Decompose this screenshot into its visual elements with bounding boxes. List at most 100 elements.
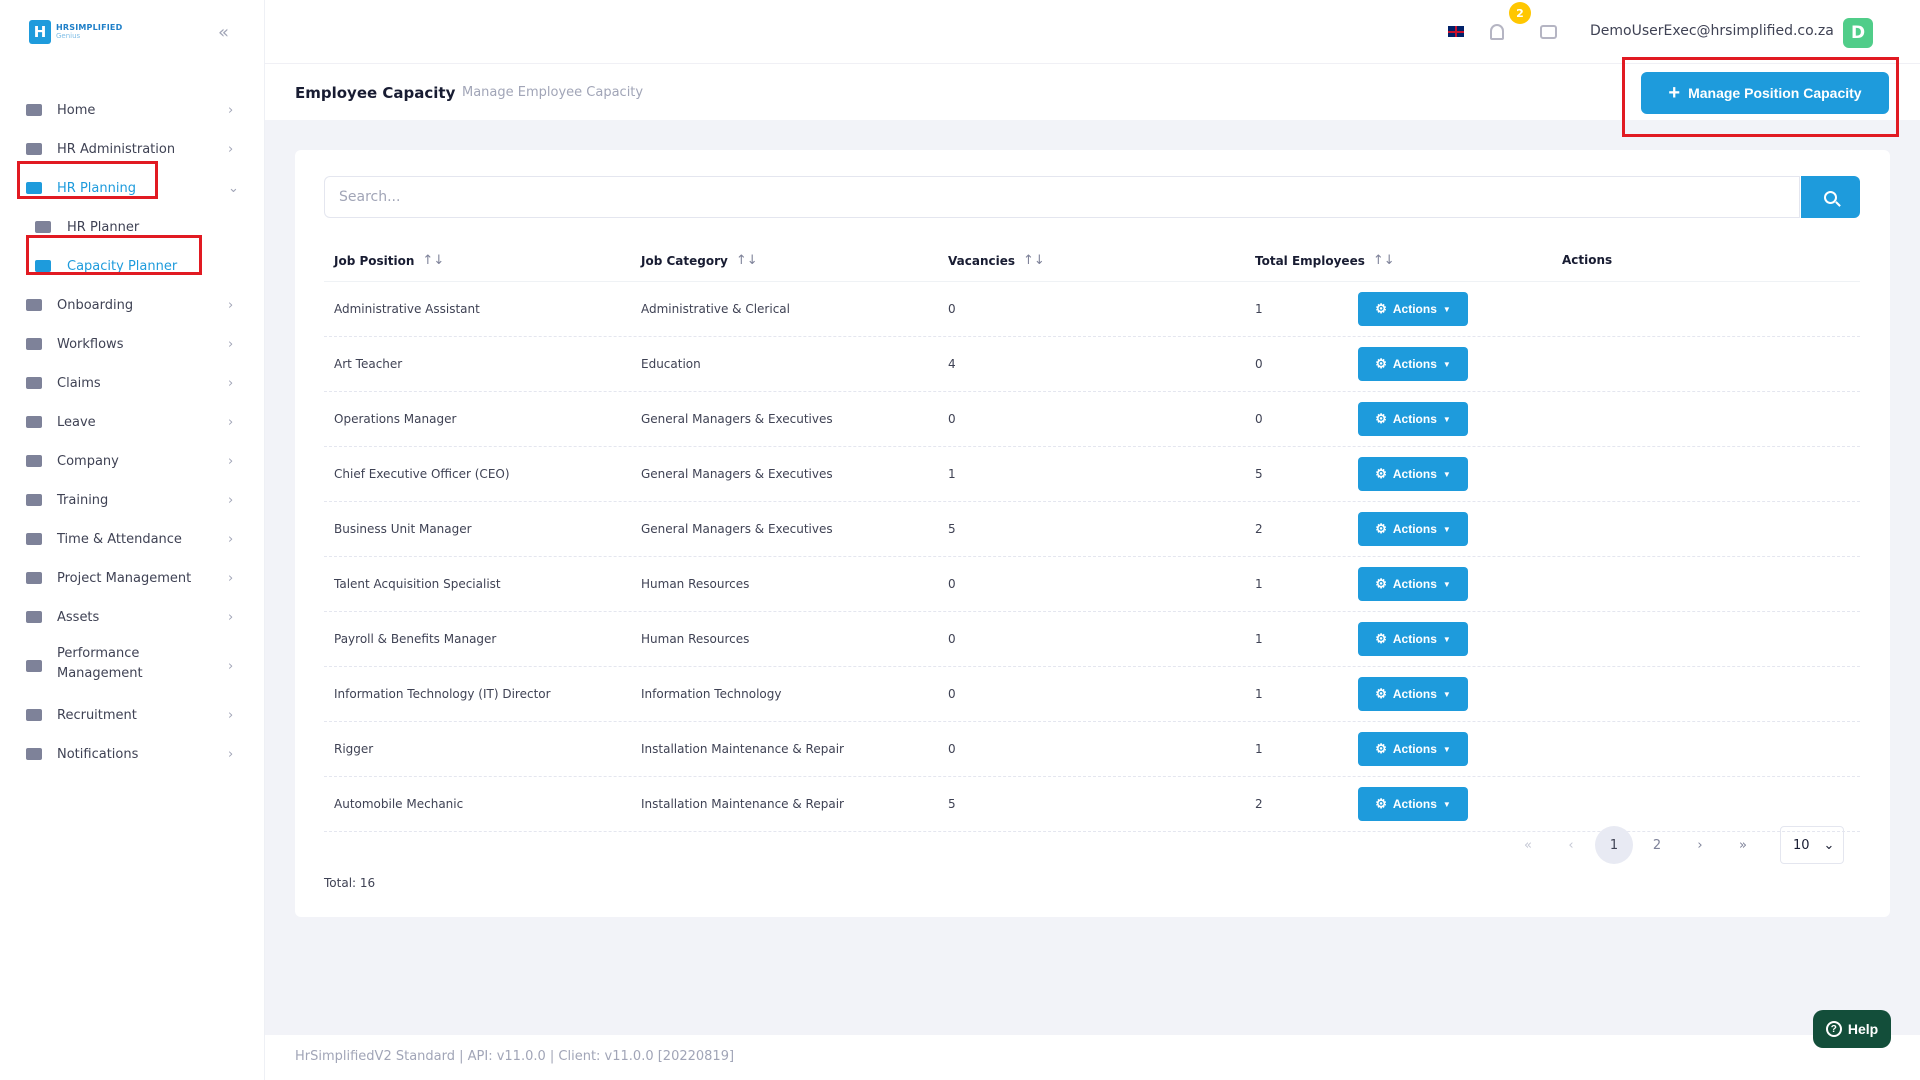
sidebar-item-label: HR Planning (57, 180, 136, 196)
page-title: Employee Capacity (295, 84, 456, 102)
collapse-sidebar-icon[interactable]: « (218, 22, 230, 43)
plane-icon (25, 414, 43, 430)
sidebar-item-workflows[interactable]: Workflows › (0, 334, 265, 354)
sidebar-item-hr-planning[interactable]: HR Planning ⌄ (0, 178, 265, 198)
help-button[interactable]: ? Help (1813, 1010, 1891, 1048)
sidebar-item-label: HR Administration (57, 141, 176, 157)
total-employees-cell: 1 (1255, 632, 1263, 646)
last-page-icon: » (1739, 837, 1747, 853)
table-row: Talent Acquisition Specialist Human Resou… (324, 557, 1860, 612)
page-size-select[interactable]: 10 ⌄ (1780, 826, 1844, 864)
actions-button[interactable]: ⚙ Actions ▼ (1358, 402, 1468, 436)
sidebar-item-assets[interactable]: Assets › (0, 607, 265, 627)
highlight-manage-button (1622, 57, 1899, 137)
sidebar-item-label-line2: Management (57, 666, 143, 681)
sidebar-item-leave[interactable]: Leave › (0, 412, 265, 432)
column-job-position[interactable]: Job Position ↑↓ (334, 253, 444, 268)
table-row: Automobile Mechanic Installation Maintena… (324, 777, 1860, 832)
sidebar-item-label: Company (57, 453, 119, 469)
job-category-cell: General Managers & Executives (641, 522, 833, 536)
sort-icon: ↑↓ (1372, 253, 1395, 268)
chevron-right-icon: › (228, 570, 234, 586)
search-button[interactable] (1801, 176, 1860, 218)
actions-label: Actions (1392, 577, 1437, 591)
table-row: Information Technology (IT) Director Info… (324, 667, 1860, 722)
manage-position-capacity-button[interactable]: + Manage Position Capacity (1641, 72, 1889, 114)
sidebar-item-label: Time & Attendance (57, 531, 182, 547)
actions-button[interactable]: ⚙ Actions ▼ (1358, 732, 1468, 766)
job-category-cell: General Managers & Executives (641, 412, 833, 426)
table-row: Rigger Installation Maintenance & Repair 0… (324, 722, 1860, 777)
actions-button[interactable]: ⚙ Actions ▼ (1358, 457, 1468, 491)
sidebar-item-onboarding[interactable]: Onboarding › (0, 295, 265, 315)
chevron-right-icon: › (228, 375, 234, 391)
logo-sub: Genius (56, 31, 81, 40)
actions-label: Actions (1392, 797, 1437, 811)
planning-icon (25, 180, 43, 196)
clock-icon (25, 531, 43, 547)
actions-button[interactable]: ⚙ Actions ▼ (1358, 567, 1468, 601)
caret-down-icon: ▼ (1442, 414, 1451, 424)
sidebar-item-home[interactable]: Home › (0, 100, 265, 120)
chevron-right-icon: › (228, 336, 234, 352)
job-category-cell: Human Resources (641, 632, 750, 646)
sidebar-item-label: Onboarding (57, 297, 134, 313)
users-icon (25, 141, 43, 157)
sidebar-item-training[interactable]: Training › (0, 490, 265, 510)
footer (265, 1035, 1920, 1080)
sidebar-item-performance[interactable]: Performance Management › (0, 646, 265, 686)
job-category-cell: Installation Maintenance & Repair (641, 742, 844, 756)
avatar[interactable]: D (1843, 18, 1873, 48)
column-vacancies[interactable]: Vacancies ↑↓ (948, 253, 1045, 268)
sidebar-item-claims[interactable]: Claims › (0, 373, 265, 393)
user-email[interactable]: DemoUserExec@hrsimplified.co.za (1590, 23, 1834, 39)
table-row: Administrative Assistant Administrative &… (324, 282, 1860, 337)
sidebar-item-time-attendance[interactable]: Time & Attendance › (0, 529, 265, 549)
actions-button[interactable]: ⚙ Actions ▼ (1358, 292, 1468, 326)
actions-button[interactable]: ⚙ Actions ▼ (1358, 622, 1468, 656)
sidebar-item-hr-planner[interactable]: HR Planner (0, 217, 265, 237)
column-label: Actions (1562, 253, 1613, 267)
sort-icon: ↑↓ (422, 253, 445, 268)
capacity-icon (34, 258, 52, 274)
gear-icon: ⚙ (1375, 356, 1387, 371)
sidebar-item-capacity-planner[interactable]: Capacity Planner (0, 256, 265, 276)
chevron-right-icon: › (228, 746, 234, 762)
gear-icon: ⚙ (1375, 576, 1387, 591)
total-employees-cell: 1 (1255, 742, 1263, 756)
caret-down-icon: ▼ (1442, 744, 1451, 754)
sidebar-item-project-management[interactable]: Project Management › (0, 568, 265, 588)
chevron-right-icon: › (228, 531, 234, 547)
board-icon (25, 492, 43, 508)
sidebar-item-company[interactable]: Company › (0, 451, 265, 471)
help-label: Help (1847, 1021, 1879, 1037)
bell-icon[interactable] (1490, 24, 1504, 40)
actions-button[interactable]: ⚙ Actions ▼ (1358, 512, 1468, 546)
actions-button[interactable]: ⚙ Actions ▼ (1358, 677, 1468, 711)
actions-button[interactable]: ⚙ Actions ▼ (1358, 347, 1468, 381)
actions-label: Actions (1392, 632, 1437, 646)
job-position-cell: Payroll & Benefits Manager (334, 632, 497, 646)
actions-button[interactable]: ⚙ Actions ▼ (1358, 787, 1468, 821)
app-logo[interactable]: H HRSIMPLIFIED Genius (29, 20, 122, 44)
chevron-right-icon: › (228, 297, 234, 313)
column-job-category[interactable]: Job Category ↑↓ (641, 253, 758, 268)
vacancies-cell: 0 (948, 742, 956, 756)
sidebar-item-notifications[interactable]: Notifications › (0, 744, 265, 764)
chat-icon[interactable] (1540, 25, 1557, 39)
calendar-icon (34, 219, 52, 235)
table-row: Operations Manager General Managers & Exe… (324, 392, 1860, 447)
total-count: Total: 16 (324, 876, 376, 890)
sidebar-item-recruitment[interactable]: Recruitment › (0, 705, 265, 725)
actions-label: Actions (1392, 357, 1437, 371)
language-flag-icon[interactable] (1448, 26, 1464, 37)
column-total-employees[interactable]: Total Employees ↑↓ (1255, 253, 1395, 268)
search-input[interactable]: Search... (324, 176, 1800, 218)
table-row: Art Teacher Education 4 0 ⚙ Actions ▼ (324, 337, 1860, 392)
actions-label: Actions (1392, 412, 1437, 426)
total-employees-cell: 1 (1255, 687, 1263, 701)
sidebar-item-label: Project Management (57, 570, 192, 586)
sidebar-item-hr-administration[interactable]: HR Administration › (0, 139, 265, 159)
caret-down-icon: ▼ (1442, 689, 1451, 699)
actions-label: Actions (1392, 742, 1437, 756)
